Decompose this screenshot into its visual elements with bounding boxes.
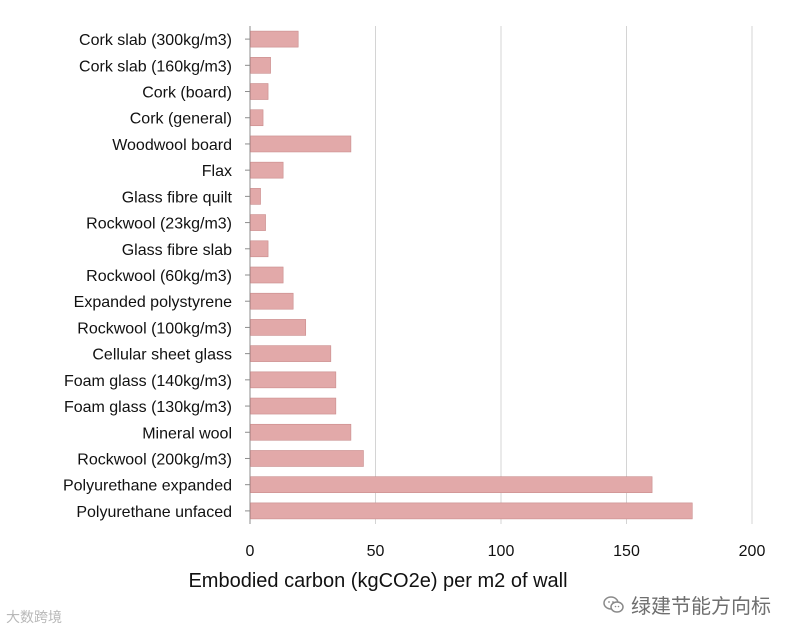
x-tick-label-0: 0 [246, 543, 255, 560]
x-tick-label-200: 200 [739, 543, 766, 560]
bar-4 [250, 135, 352, 153]
bar-13 [250, 371, 337, 389]
category-label-14: Foam glass (130kg/m3) [64, 399, 232, 416]
bar-18 [250, 502, 693, 520]
category-label-5: Flax [202, 163, 232, 180]
bar-12 [250, 345, 332, 362]
bar-7 [250, 214, 266, 231]
wechat-icon [603, 595, 625, 614]
bar-11 [250, 319, 307, 336]
bar-0 [250, 30, 299, 48]
bar-6 [250, 188, 261, 205]
bar-10 [250, 292, 294, 310]
category-label-6: Glass fibre quilt [122, 189, 233, 206]
category-label-16: Rockwool (200kg/m3) [77, 451, 232, 468]
watermark-right: 绿建节能方向标 [603, 590, 771, 619]
watermark-left: 大数跨境 [6, 607, 62, 627]
category-label-13: Foam glass (140kg/m3) [64, 373, 232, 390]
bar-17 [250, 476, 653, 493]
bar-2 [250, 83, 269, 100]
x-tick-label-150: 150 [613, 543, 640, 560]
bar-15 [250, 423, 352, 441]
bar-8 [250, 240, 269, 258]
x-axis-title: Embodied carbon (kgCO2e) per m2 of wall [188, 570, 567, 592]
category-label-17: Polyurethane expanded [63, 478, 232, 495]
category-label-9: Rockwool (60kg/m3) [86, 268, 232, 285]
bar-14 [250, 397, 337, 415]
bar-9 [250, 266, 284, 284]
x-tick-label-50: 50 [367, 543, 385, 560]
category-label-8: Glass fibre slab [122, 242, 232, 259]
category-label-4: Woodwool board [112, 137, 232, 154]
bar-16 [250, 450, 364, 467]
watermark-right-text: 绿建节能方向标 [631, 596, 771, 618]
category-label-10: Expanded polystyrene [74, 294, 232, 311]
x-tick-label-100: 100 [488, 543, 515, 560]
category-label-0: Cork slab (300kg/m3) [79, 32, 232, 49]
category-label-3: Cork (general) [130, 111, 232, 128]
watermark-left-text: 大数跨境 [6, 609, 62, 625]
category-label-11: Rockwool (100kg/m3) [77, 320, 232, 337]
category-label-18: Polyurethane unfaced [76, 504, 232, 521]
category-label-2: Cork (board) [142, 85, 232, 102]
category-label-1: Cork slab (160kg/m3) [79, 58, 232, 75]
bar-3 [250, 109, 264, 127]
bar-1 [250, 57, 271, 74]
category-label-15: Mineral wool [142, 425, 232, 442]
bar-5 [250, 161, 284, 179]
category-label-7: Rockwool (23kg/m3) [86, 216, 232, 233]
category-label-12: Cellular sheet glass [92, 347, 232, 364]
